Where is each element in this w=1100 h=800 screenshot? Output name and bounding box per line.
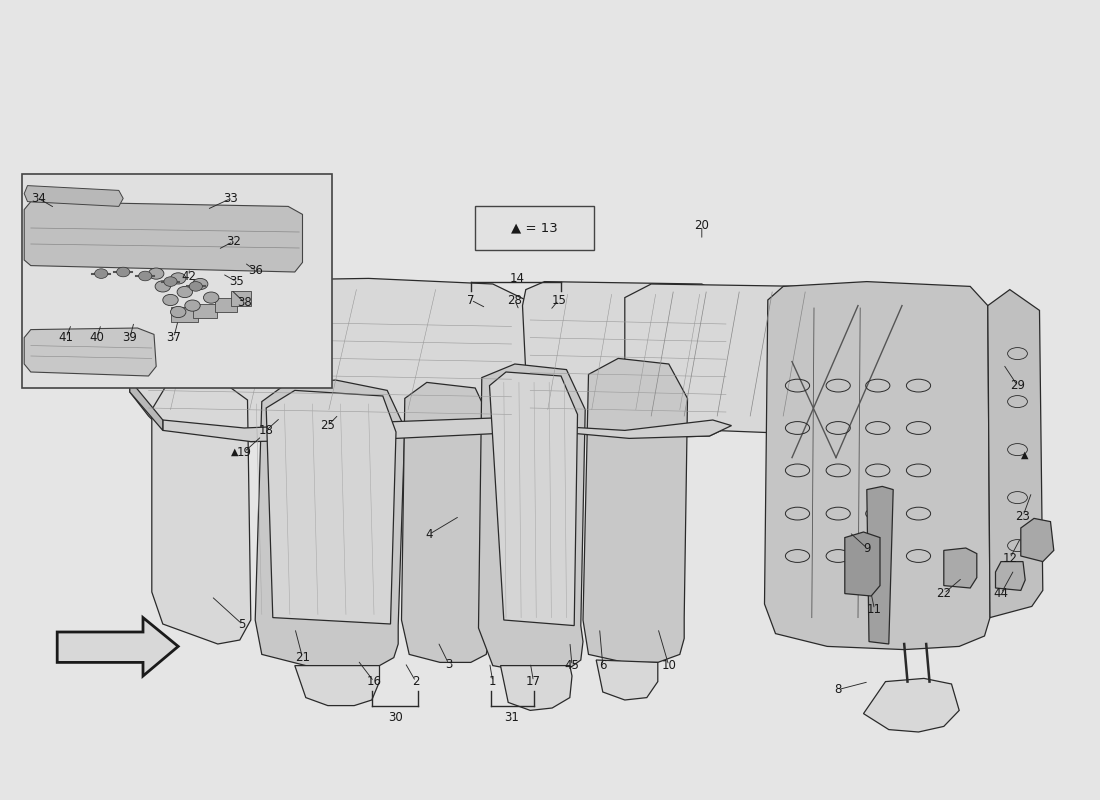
Text: ▲: ▲: [231, 447, 238, 457]
Text: 6: 6: [600, 659, 606, 672]
Text: 7: 7: [468, 294, 474, 306]
Polygon shape: [541, 420, 732, 438]
Bar: [170, 307, 198, 322]
Polygon shape: [402, 382, 493, 662]
Text: 30: 30: [388, 711, 404, 724]
Polygon shape: [988, 290, 1043, 618]
Text: 23: 23: [1015, 510, 1031, 522]
Polygon shape: [295, 666, 380, 706]
Polygon shape: [57, 618, 178, 676]
Text: 3: 3: [446, 658, 452, 670]
Circle shape: [192, 278, 208, 290]
Polygon shape: [255, 380, 405, 668]
Polygon shape: [867, 486, 893, 644]
Text: 35: 35: [229, 275, 244, 288]
Polygon shape: [130, 278, 530, 442]
Circle shape: [163, 294, 178, 306]
Polygon shape: [625, 284, 838, 434]
Text: 18: 18: [258, 424, 274, 437]
Circle shape: [177, 286, 192, 298]
Text: ▲: ▲: [1022, 450, 1028, 459]
Circle shape: [170, 306, 186, 318]
FancyBboxPatch shape: [22, 174, 332, 388]
Polygon shape: [944, 548, 977, 588]
Polygon shape: [152, 376, 251, 644]
Bar: [231, 291, 251, 306]
Text: 33: 33: [223, 192, 239, 205]
Text: 31: 31: [504, 711, 519, 724]
Polygon shape: [996, 562, 1025, 590]
Polygon shape: [24, 328, 156, 376]
Polygon shape: [24, 202, 302, 272]
Text: 9: 9: [864, 542, 870, 554]
Text: 17: 17: [526, 675, 541, 688]
Text: 20: 20: [694, 219, 710, 232]
Circle shape: [148, 268, 164, 279]
Polygon shape: [583, 358, 688, 662]
Text: 42: 42: [182, 270, 197, 282]
Text: 37: 37: [166, 331, 182, 344]
Circle shape: [185, 300, 200, 311]
Bar: [192, 304, 217, 318]
Polygon shape: [266, 390, 396, 624]
Polygon shape: [1021, 518, 1054, 562]
Circle shape: [189, 282, 202, 291]
Polygon shape: [596, 660, 658, 700]
Text: 38: 38: [236, 296, 252, 309]
Text: 11: 11: [867, 603, 882, 616]
FancyBboxPatch shape: [475, 206, 594, 250]
Text: 39: 39: [122, 331, 138, 344]
Text: 28: 28: [507, 294, 522, 306]
Text: 14: 14: [509, 272, 525, 285]
Circle shape: [155, 281, 170, 292]
Text: 10: 10: [661, 659, 676, 672]
Text: 25: 25: [320, 419, 336, 432]
Text: 5: 5: [239, 618, 245, 630]
Text: 22: 22: [936, 587, 952, 600]
Text: 8: 8: [835, 683, 842, 696]
Text: 34: 34: [31, 192, 46, 205]
Text: 40: 40: [89, 331, 104, 344]
Polygon shape: [490, 372, 578, 626]
Text: 12: 12: [1002, 552, 1018, 565]
Text: 32: 32: [226, 235, 241, 248]
Polygon shape: [163, 418, 526, 442]
Polygon shape: [500, 666, 572, 710]
Polygon shape: [522, 282, 735, 438]
Polygon shape: [24, 186, 123, 206]
Text: 29: 29: [1010, 379, 1025, 392]
Circle shape: [170, 273, 186, 284]
Text: 21: 21: [295, 651, 310, 664]
Circle shape: [117, 267, 130, 277]
Text: 1: 1: [490, 675, 496, 688]
Circle shape: [164, 277, 177, 286]
Text: 4: 4: [426, 528, 432, 541]
Text: 16: 16: [366, 675, 382, 688]
Polygon shape: [478, 364, 585, 674]
Polygon shape: [864, 678, 959, 732]
Text: 19: 19: [236, 446, 252, 458]
Circle shape: [204, 292, 219, 303]
Text: 45: 45: [564, 659, 580, 672]
Polygon shape: [764, 282, 990, 650]
Polygon shape: [130, 380, 163, 430]
Text: 2: 2: [412, 675, 419, 688]
Text: 44: 44: [993, 587, 1009, 600]
Text: 36: 36: [248, 264, 263, 277]
Text: 15: 15: [551, 294, 566, 306]
Text: ▲ = 13: ▲ = 13: [512, 221, 558, 234]
Bar: [214, 298, 236, 312]
Circle shape: [139, 271, 152, 281]
Polygon shape: [845, 532, 880, 596]
Circle shape: [95, 269, 108, 278]
Text: 41: 41: [58, 331, 74, 344]
